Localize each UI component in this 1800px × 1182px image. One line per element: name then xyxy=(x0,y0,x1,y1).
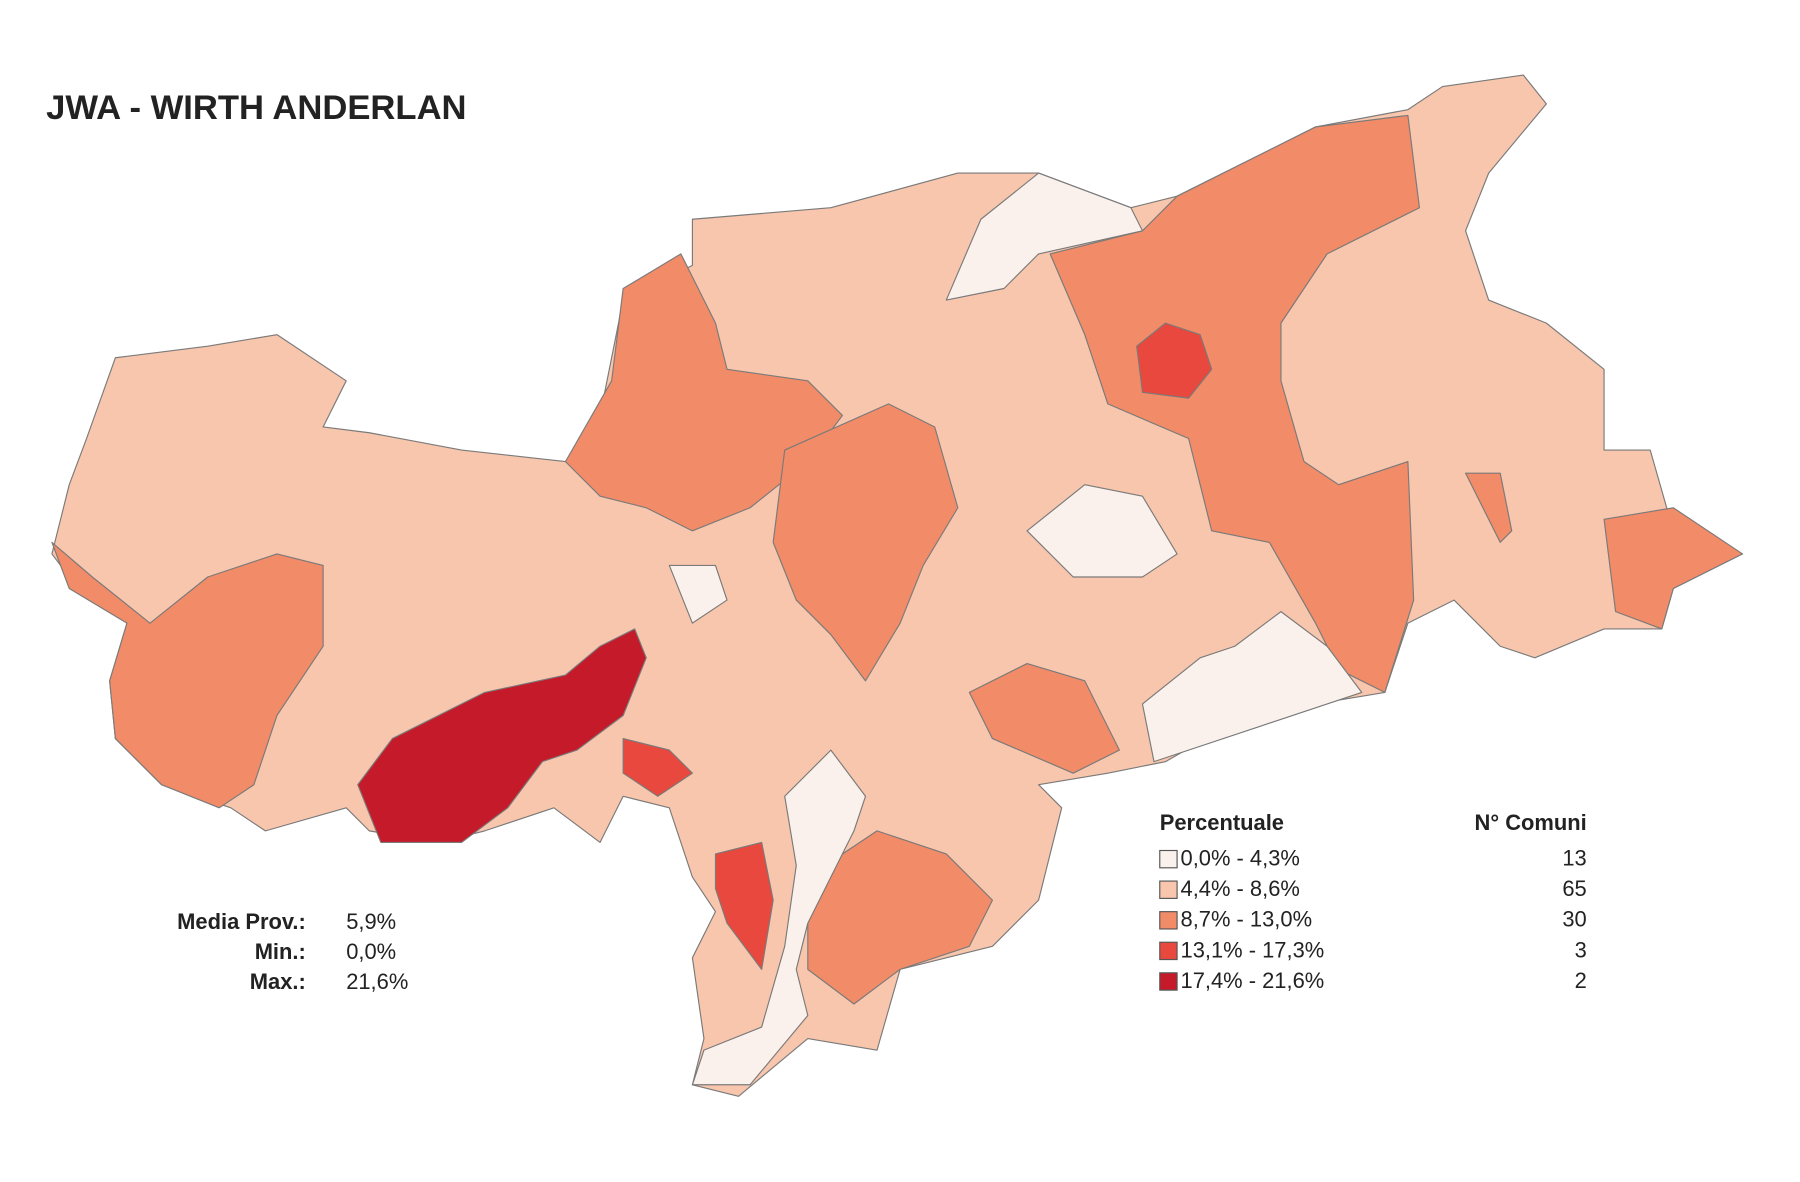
legend-count: 3 xyxy=(1575,937,1587,962)
region xyxy=(51,541,324,809)
legend-label: 17,4% - 21,6% xyxy=(1181,968,1325,993)
map-root: JWA - WIRTH ANDERLAN Media Prov.: 5,9% Min… xyxy=(46,74,1744,1097)
legend-label: 4,4% - 8,6% xyxy=(1181,876,1300,901)
legend-swatch xyxy=(1159,911,1178,930)
stat-value: 0,0% xyxy=(346,939,396,964)
region xyxy=(1049,114,1420,693)
region xyxy=(1136,322,1213,399)
legend-count: 13 xyxy=(1562,846,1586,871)
region xyxy=(1026,484,1178,578)
stat-value: 5,9% xyxy=(346,909,396,934)
legend-label: 8,7% - 13,0% xyxy=(1181,907,1313,932)
stat-label: Media Prov.: xyxy=(177,909,306,934)
region xyxy=(1603,507,1744,630)
legend: Percentuale N° Comuni 0,0% - 4,3% 13 4,4% … xyxy=(1159,810,1587,993)
legend-label: 13,1% - 17,3% xyxy=(1181,937,1325,962)
legend-swatch xyxy=(1159,972,1178,991)
region xyxy=(1141,611,1363,763)
region xyxy=(807,830,994,1005)
legend-count-title: N° Comuni xyxy=(1475,810,1587,835)
regions xyxy=(51,74,1744,1097)
region xyxy=(668,564,728,624)
region xyxy=(622,737,693,797)
legend-swatch xyxy=(1159,880,1178,899)
legend-label: 0,0% - 4,3% xyxy=(1181,846,1300,871)
region xyxy=(691,749,867,1086)
region xyxy=(968,662,1120,774)
stat-value: 21,6% xyxy=(346,969,408,994)
region xyxy=(564,253,843,532)
legend-count: 65 xyxy=(1562,876,1586,901)
stats: Media Prov.: 5,9% Min.: 0,0% Max.: 21,6% xyxy=(177,909,408,994)
legend-count: 2 xyxy=(1575,968,1587,993)
legend-count: 30 xyxy=(1562,907,1586,932)
stat-label: Max.: xyxy=(250,969,306,994)
region xyxy=(945,172,1144,301)
legend-swatch xyxy=(1159,849,1178,869)
region xyxy=(714,841,774,970)
region xyxy=(1465,472,1513,543)
region xyxy=(772,403,959,682)
legend-swatch xyxy=(1159,941,1178,961)
legend-title: Percentuale xyxy=(1160,810,1284,835)
stat-label: Min.: xyxy=(255,939,306,964)
region xyxy=(357,628,647,843)
map-title: JWA - WIRTH ANDERLAN xyxy=(46,89,466,127)
